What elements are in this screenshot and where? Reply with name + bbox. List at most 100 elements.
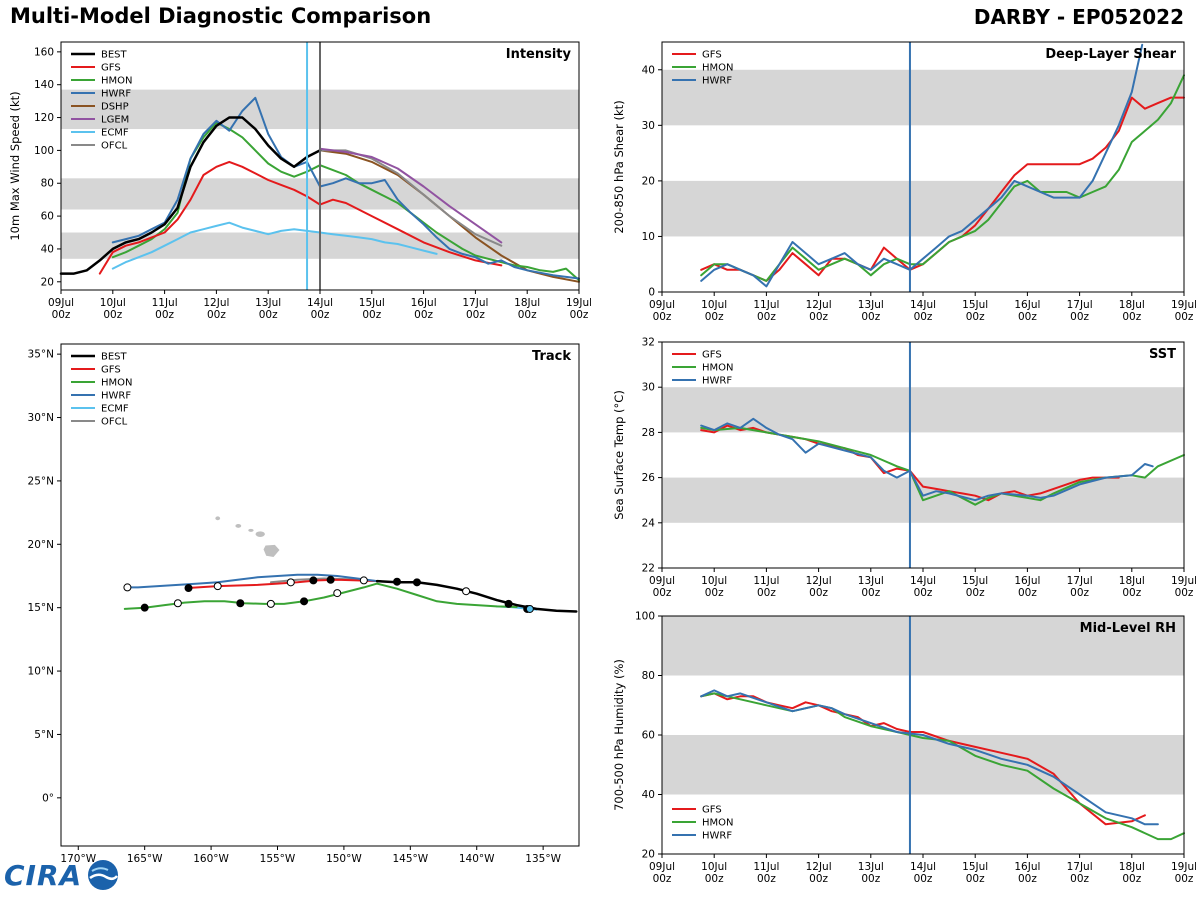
svg-text:GFS: GFS <box>702 350 722 361</box>
svg-text:00z: 00z <box>259 309 278 321</box>
svg-text:140°W: 140°W <box>459 853 495 865</box>
svg-text:00z: 00z <box>1018 587 1037 599</box>
svg-text:60: 60 <box>41 211 54 223</box>
svg-text:160: 160 <box>34 46 54 58</box>
svg-text:145°W: 145°W <box>392 853 428 865</box>
svg-text:120: 120 <box>34 112 54 124</box>
svg-text:13Jul: 13Jul <box>255 297 281 309</box>
svg-text:40: 40 <box>642 789 655 801</box>
svg-text:HMON: HMON <box>101 378 133 389</box>
svg-text:19Jul: 19Jul <box>1171 299 1196 311</box>
svg-text:00z: 00z <box>966 587 985 599</box>
svg-text:GFS: GFS <box>101 365 121 376</box>
svg-text:80: 80 <box>642 670 655 682</box>
svg-text:00z: 00z <box>861 873 880 885</box>
svg-text:00z: 00z <box>1018 311 1037 323</box>
svg-text:700-500 hPa Humidity (%): 700-500 hPa Humidity (%) <box>612 659 626 811</box>
svg-text:00z: 00z <box>653 587 672 599</box>
svg-text:165°W: 165°W <box>127 853 163 865</box>
svg-text:00z: 00z <box>103 309 122 321</box>
svg-text:16Jul: 16Jul <box>1014 575 1040 587</box>
svg-text:00z: 00z <box>914 587 933 599</box>
svg-text:00z: 00z <box>809 587 828 599</box>
svg-text:00z: 00z <box>861 587 880 599</box>
svg-text:HWRF: HWRF <box>702 831 732 842</box>
svg-text:OFCL: OFCL <box>101 141 128 152</box>
svg-text:00z: 00z <box>705 873 724 885</box>
cira-logo: CIRA <box>4 858 120 892</box>
svg-text:00z: 00z <box>52 309 71 321</box>
svg-text:09Jul: 09Jul <box>649 861 675 873</box>
page-title: Multi-Model Diagnostic Comparison <box>10 4 432 28</box>
svg-text:19Jul: 19Jul <box>1171 575 1196 587</box>
rh-chart: 09Jul00z10Jul00z11Jul00z12Jul00z13Jul00z… <box>612 611 1197 886</box>
svg-text:00z: 00z <box>653 311 672 323</box>
svg-text:100: 100 <box>34 145 54 157</box>
svg-text:16Jul: 16Jul <box>1014 861 1040 873</box>
svg-text:00z: 00z <box>914 311 933 323</box>
svg-text:150°W: 150°W <box>326 853 362 865</box>
svg-text:Sea Surface Temp (°C): Sea Surface Temp (°C) <box>612 390 626 520</box>
svg-text:17Jul: 17Jul <box>1067 299 1093 311</box>
svg-text:16Jul: 16Jul <box>411 297 437 309</box>
svg-text:10: 10 <box>642 231 655 243</box>
svg-text:HWRF: HWRF <box>702 76 732 87</box>
svg-text:GFS: GFS <box>702 805 722 816</box>
intensity-chart: 09Jul00z10Jul00z11Jul00z12Jul00z13Jul00z… <box>8 41 592 321</box>
svg-text:00z: 00z <box>757 873 776 885</box>
svg-text:20: 20 <box>642 849 655 861</box>
svg-text:00z: 00z <box>966 311 985 323</box>
svg-text:Intensity: Intensity <box>506 47 572 62</box>
svg-text:00z: 00z <box>809 873 828 885</box>
svg-text:HMON: HMON <box>702 363 734 374</box>
svg-text:19Jul: 19Jul <box>1171 861 1196 873</box>
svg-text:00z: 00z <box>653 873 672 885</box>
svg-text:00z: 00z <box>1070 311 1089 323</box>
svg-text:13Jul: 13Jul <box>858 299 884 311</box>
svg-text:Track: Track <box>532 349 571 364</box>
svg-text:40: 40 <box>642 64 655 76</box>
svg-text:09Jul: 09Jul <box>48 297 74 309</box>
track-panel: 170°W 165°W 160°W 155°W 150°W 145°W 140°W 135°W… <box>6 332 591 892</box>
svg-text:00z: 00z <box>1175 587 1194 599</box>
svg-text:10Jul: 10Jul <box>100 297 126 309</box>
svg-text:18Jul: 18Jul <box>1119 299 1145 311</box>
svg-text:17Jul: 17Jul <box>462 297 488 309</box>
svg-text:24: 24 <box>642 517 656 529</box>
svg-text:14Jul: 14Jul <box>910 299 936 311</box>
svg-text:10Jul: 10Jul <box>701 299 727 311</box>
intensity-panel: 09Jul 00z 10Jul 00z 11Jul 00z 12Jul 00z 13Jul 00z… <box>6 30 592 334</box>
svg-text:00z: 00z <box>1122 587 1141 599</box>
svg-text:14Jul: 14Jul <box>307 297 333 309</box>
svg-text:12Jul: 12Jul <box>806 861 832 873</box>
svg-text:100: 100 <box>635 611 655 623</box>
svg-text:00z: 00z <box>414 309 433 321</box>
svg-text:15Jul: 15Jul <box>962 575 988 587</box>
svg-text:BEST: BEST <box>101 50 128 61</box>
svg-text:17Jul: 17Jul <box>1067 861 1093 873</box>
sst-chart: 09Jul00z10Jul00z11Jul00z12Jul00z13Jul00z… <box>612 337 1197 600</box>
svg-text:00z: 00z <box>570 309 589 321</box>
svg-text:60: 60 <box>642 730 655 742</box>
svg-text:30: 30 <box>642 120 655 132</box>
svg-text:17Jul: 17Jul <box>1067 575 1093 587</box>
svg-text:18Jul: 18Jul <box>514 297 540 309</box>
svg-text:80: 80 <box>41 178 54 190</box>
svg-text:5°N: 5°N <box>34 729 54 741</box>
cira-logo-emblem <box>88 860 119 890</box>
svg-text:12Jul: 12Jul <box>203 297 229 309</box>
svg-text:GFS: GFS <box>702 50 722 61</box>
svg-text:00z: 00z <box>311 309 330 321</box>
svg-text:40: 40 <box>41 243 54 255</box>
svg-text:13Jul: 13Jul <box>858 861 884 873</box>
svg-text:11Jul: 11Jul <box>753 861 779 873</box>
svg-text:25°N: 25°N <box>28 475 54 487</box>
svg-text:00z: 00z <box>518 309 537 321</box>
svg-text:16Jul: 16Jul <box>1014 299 1040 311</box>
rh-panel: 09Jul 00z 10Jul 00z 11Jul 00z 12Jul 00z 13Jul 00z… <box>610 604 1197 898</box>
svg-text:10°N: 10°N <box>28 666 54 678</box>
svg-text:15°N: 15°N <box>28 602 54 614</box>
svg-text:11Jul: 11Jul <box>753 575 779 587</box>
svg-text:Mid-Level RH: Mid-Level RH <box>1080 621 1176 636</box>
svg-text:09Jul: 09Jul <box>649 575 675 587</box>
